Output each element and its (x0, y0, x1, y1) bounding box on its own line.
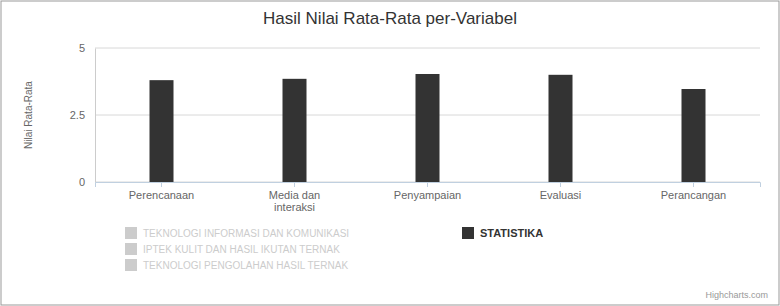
x-tick: Perancangan (661, 182, 726, 201)
x-tick-label: Media daninteraksi (269, 189, 320, 213)
y-tick-label: 2.5 (70, 109, 85, 121)
grid-line (95, 48, 760, 49)
legend-item[interactable]: TEKNOLOGI PENGOLAHAN HASIL TERNAK (125, 259, 348, 271)
legend-swatch[interactable] (125, 227, 137, 239)
x-tick: Perencanaan (129, 182, 194, 201)
legend-item[interactable]: TEKNOLOGI INFORMASI DAN KOMUNIKASI (125, 227, 349, 239)
legend-label[interactable]: TEKNOLOGI PENGOLAHAN HASIL TERNAK (143, 260, 348, 271)
y-tick-label: 5 (79, 42, 85, 54)
bar (549, 75, 573, 182)
y-axis-title: Nilai Rata-Rata (23, 81, 34, 149)
legend-item[interactable]: STATISTIKA (462, 227, 543, 239)
x-tick: Evaluasi (540, 182, 582, 201)
chart: Hasil Nilai Rata-Rata per-Variabel02.55N… (0, 0, 780, 306)
bar (682, 89, 706, 182)
legend-item[interactable]: IPTEK KULIT DAN HASIL IKUTAN TERNAK (125, 243, 340, 255)
x-axis: Perencanaan Media daninteraksi Penyampaian… (96, 182, 761, 213)
legend-swatch[interactable] (462, 227, 474, 239)
x-tick-label: Penyampaian (394, 189, 461, 201)
frame (1, 1, 779, 305)
legend-label[interactable]: TEKNOLOGI INFORMASI DAN KOMUNIKASI (143, 228, 349, 239)
bar (283, 79, 307, 182)
x-axis-line (96, 183, 761, 188)
grid (95, 48, 760, 182)
y-axis: 02.55 (70, 42, 96, 188)
x-tick-label: Perancangan (661, 189, 726, 201)
bar (416, 74, 440, 182)
bar (150, 80, 174, 182)
legend-swatch[interactable] (125, 243, 137, 255)
legend-swatch[interactable] (125, 259, 137, 271)
x-tick-mark (560, 182, 561, 187)
x-tick-mark (294, 182, 295, 187)
x-tick-label: Perencanaan (129, 189, 194, 201)
x-tick-mark (693, 182, 694, 187)
y-axis-line (95, 49, 96, 183)
legend: TEKNOLOGI INFORMASI DAN KOMUNIKASI IPTEK … (125, 227, 543, 271)
x-tick-mark (161, 182, 162, 187)
x-tick: Penyampaian (394, 182, 461, 201)
credits: Highcharts.com (705, 290, 768, 300)
legend-label[interactable]: STATISTIKA (480, 227, 543, 239)
y-tick: 5 (79, 42, 95, 54)
y-tick-label: 0 (79, 176, 85, 188)
x-tick: Media daninteraksi (269, 182, 320, 213)
x-tick-mark (427, 182, 428, 187)
x-tick-label: Evaluasi (540, 189, 582, 201)
y-tick: 2.5 (70, 109, 95, 121)
y-tick: 0 (79, 176, 95, 188)
bars (150, 74, 706, 182)
legend-label[interactable]: IPTEK KULIT DAN HASIL IKUTAN TERNAK (143, 244, 340, 255)
title: Hasil Nilai Rata-Rata per-Variabel (263, 9, 517, 28)
